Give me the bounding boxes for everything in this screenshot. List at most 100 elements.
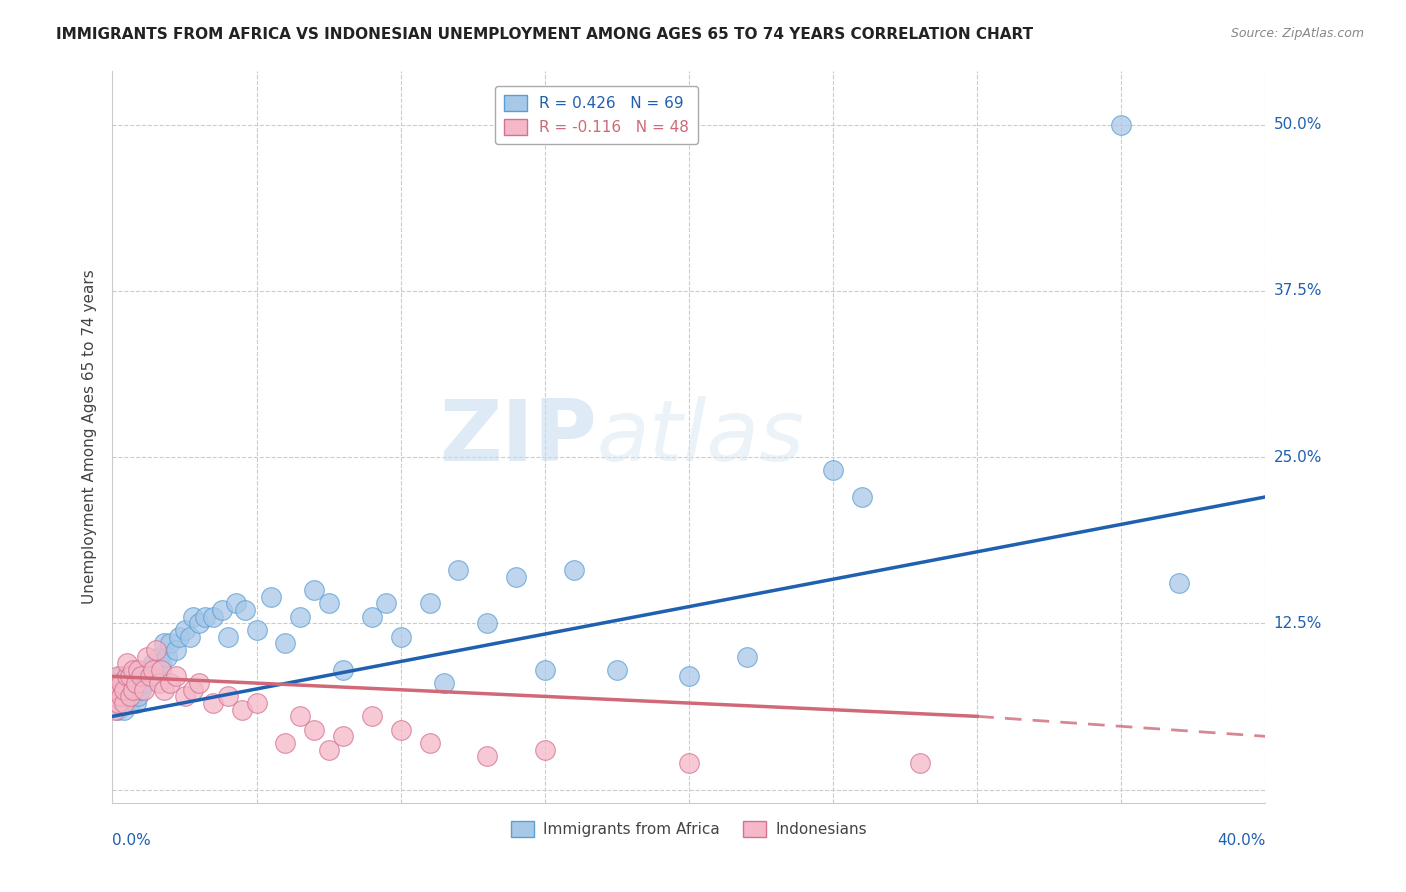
Point [821,463,844,477]
Point [505,570,527,584]
Point [231,703,253,717]
Point [735,649,758,664]
Legend: Immigrants from Africa, Indonesians: Immigrants from Africa, Indonesians [502,812,876,847]
Point [419,736,441,750]
Point [304,582,326,597]
Point [851,490,873,504]
Point [288,709,311,723]
Point [153,682,176,697]
Point [148,649,170,664]
Point [1111,118,1133,132]
Point [181,682,204,697]
Point [110,696,132,710]
Point [1167,576,1189,591]
Point [104,676,127,690]
Point [115,696,138,710]
Point [165,669,187,683]
Point [202,609,225,624]
Point [118,690,141,704]
Text: 0.0%: 0.0% [112,833,152,848]
Point [246,696,269,710]
Point [134,676,156,690]
Point [145,663,167,677]
Point [360,709,382,723]
Point [110,669,132,683]
Point [246,623,269,637]
Point [134,682,156,697]
Point [107,703,129,717]
Point [127,676,149,690]
Point [145,643,167,657]
Text: Source: ZipAtlas.com: Source: ZipAtlas.com [1230,27,1364,40]
Point [118,690,141,704]
Point [121,676,143,690]
Point [908,756,931,770]
Point [142,663,165,677]
Point [104,690,127,704]
Point [110,676,132,690]
Point [115,669,138,683]
Point [534,742,557,756]
Point [107,682,129,697]
Point [107,696,129,710]
Point [360,609,382,624]
Point [118,696,141,710]
Point [129,682,153,697]
Point [104,703,127,717]
Point [112,696,135,710]
Point [202,696,225,710]
Point [156,649,179,664]
Point [127,690,149,704]
Point [181,609,204,624]
Point [139,669,162,683]
Point [107,669,129,683]
Point [332,729,354,743]
Point [129,669,153,683]
Point [389,630,412,644]
Text: 37.5%: 37.5% [1274,284,1322,298]
Point [475,749,499,764]
Point [124,676,146,690]
Y-axis label: Unemployment Among Ages 65 to 74 years: Unemployment Among Ages 65 to 74 years [82,269,97,605]
Point [136,663,159,677]
Point [150,663,173,677]
Point [433,676,456,690]
Text: 40.0%: 40.0% [1218,833,1265,848]
Point [318,596,340,610]
Text: 12.5%: 12.5% [1274,615,1322,631]
Point [447,563,470,577]
Point [139,669,162,683]
Point [179,630,201,644]
Point [562,563,585,577]
Point [104,682,127,697]
Point [159,636,181,650]
Point [104,696,127,710]
Point [127,663,149,677]
Point [121,690,143,704]
Point [475,616,499,631]
Point [115,682,138,697]
Point [188,616,211,631]
Point [124,682,146,697]
Point [165,643,187,657]
Point [375,596,398,610]
Point [124,696,146,710]
Point [107,676,129,690]
Point [159,676,181,690]
Point [419,596,441,610]
Point [534,663,557,677]
Point [121,663,143,677]
Point [288,609,311,624]
Point [225,596,247,610]
Point [112,703,135,717]
Point [332,663,354,677]
Point [118,669,141,683]
Point [194,609,217,624]
Point [217,630,239,644]
Point [274,636,297,650]
Point [107,690,129,704]
Point [110,690,132,704]
Point [121,682,143,697]
Point [136,649,159,664]
Text: IMMIGRANTS FROM AFRICA VS INDONESIAN UNEMPLOYMENT AMONG AGES 65 TO 74 YEARS CORR: IMMIGRANTS FROM AFRICA VS INDONESIAN UNE… [56,27,1033,42]
